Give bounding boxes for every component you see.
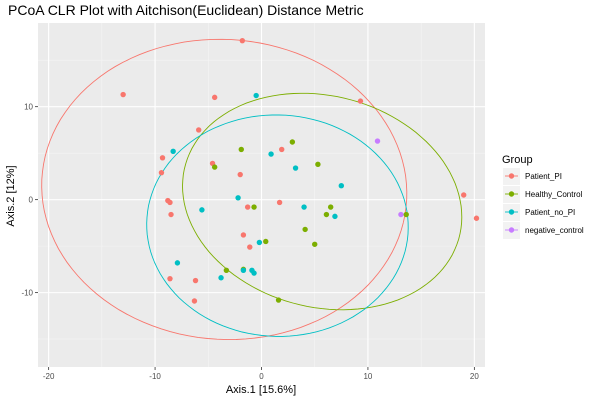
x-tick-label: -20 — [43, 372, 55, 381]
point-patient-pi — [357, 98, 364, 104]
x-tick-label: -10 — [149, 372, 161, 381]
point-healthy-control — [275, 297, 282, 303]
point-healthy-control — [223, 267, 230, 274]
point-healthy-control — [263, 238, 269, 245]
legend-label-healthy-control: Healthy_Control — [525, 190, 583, 199]
point-patient-pi — [167, 199, 173, 206]
point-patient-pi — [237, 171, 243, 178]
legend-keys: Patient_PI Healthy_Control Patient_no_PIne… — [503, 168, 584, 239]
point-patient-pi — [461, 192, 467, 198]
point-patient-pi — [211, 94, 218, 101]
point-patient-pi — [192, 277, 199, 284]
point-patient-no-pi — [174, 260, 181, 266]
point-patient-pi — [279, 146, 285, 153]
point-patient-no-pi — [235, 195, 241, 201]
y-tick-label: 0 — [29, 196, 34, 205]
legend-label-patient-no-pi: Patient_no_PI — [525, 208, 575, 217]
legend: Group Patient_PI Healthy_Control Patient_n… — [502, 154, 584, 239]
x-tick-label: 0 — [259, 372, 264, 381]
legend-key-point-patient-no-pi — [508, 209, 515, 215]
point-patient-no-pi — [292, 165, 299, 171]
point-patient-pi — [239, 37, 246, 44]
point-patient-no-pi — [256, 239, 263, 246]
x-axis-title: Axis.1 [15.6%] — [226, 384, 296, 396]
legend-label-negative-control: negative_control — [525, 226, 584, 235]
point-patient-pi — [473, 215, 480, 221]
ellipse-healthy-control — [182, 92, 463, 311]
legend-key-point-patient-pi — [508, 173, 515, 179]
x-tick-label: 20 — [470, 372, 479, 381]
y-axis-title: Axis.2 [12%] — [5, 165, 17, 226]
confidence-ellipses — [41, 38, 463, 341]
point-patient-pi — [167, 275, 173, 282]
point-healthy-control — [238, 146, 244, 153]
point-healthy-control — [251, 204, 257, 210]
point-healthy-control — [302, 226, 308, 233]
point-patient-no-pi — [240, 267, 247, 274]
point-negative-control — [374, 138, 381, 144]
x-axis-ticks: -20 -10 0 10 20 — [43, 367, 479, 381]
point-healthy-control — [315, 161, 321, 168]
y-tick-label: -10 — [21, 289, 33, 298]
grid-major — [38, 23, 485, 367]
legend-key-point-healthy-control — [508, 191, 515, 197]
point-patient-no-pi — [268, 151, 274, 157]
legend-key-point-negative-control — [508, 227, 515, 233]
point-patient-pi — [168, 211, 174, 218]
point-healthy-control — [312, 241, 318, 247]
point-patient-pi — [240, 232, 247, 238]
point-patient-pi — [159, 155, 166, 161]
point-patient-no-pi — [251, 270, 257, 276]
point-healthy-control — [323, 211, 330, 218]
x-tick-label: 10 — [363, 372, 372, 381]
point-patient-pi — [158, 169, 165, 176]
point-patient-pi — [247, 244, 253, 250]
chart-title: PCoA CLR Plot with Aitchison(Euclidean) … — [8, 2, 364, 18]
point-patient-no-pi — [170, 148, 176, 155]
point-healthy-control — [327, 204, 334, 210]
point-patient-no-pi — [301, 204, 307, 210]
point-patient-pi — [276, 199, 283, 206]
point-healthy-control — [289, 139, 296, 145]
y-tick-label: 10 — [24, 103, 33, 112]
ellipse-patient-pi — [41, 38, 408, 341]
point-patient-pi — [196, 127, 202, 133]
point-healthy-control — [211, 164, 218, 170]
data-points — [120, 37, 480, 304]
point-negative-control — [398, 211, 404, 218]
y-axis-ticks: -10 0 10 — [21, 103, 38, 298]
point-patient-no-pi — [199, 207, 205, 213]
point-healthy-control — [403, 211, 409, 218]
ellipse-patient-no-pi — [146, 114, 409, 337]
legend-label-patient-pi: Patient_PI — [525, 172, 562, 181]
point-patient-pi — [120, 91, 126, 98]
point-patient-no-pi — [338, 183, 345, 189]
point-patient-pi — [191, 298, 198, 304]
point-patient-no-pi — [218, 275, 224, 281]
point-patient-no-pi — [332, 213, 338, 220]
point-patient-pi — [244, 204, 251, 210]
legend-title: Group — [502, 154, 533, 166]
point-patient-no-pi — [253, 92, 259, 99]
